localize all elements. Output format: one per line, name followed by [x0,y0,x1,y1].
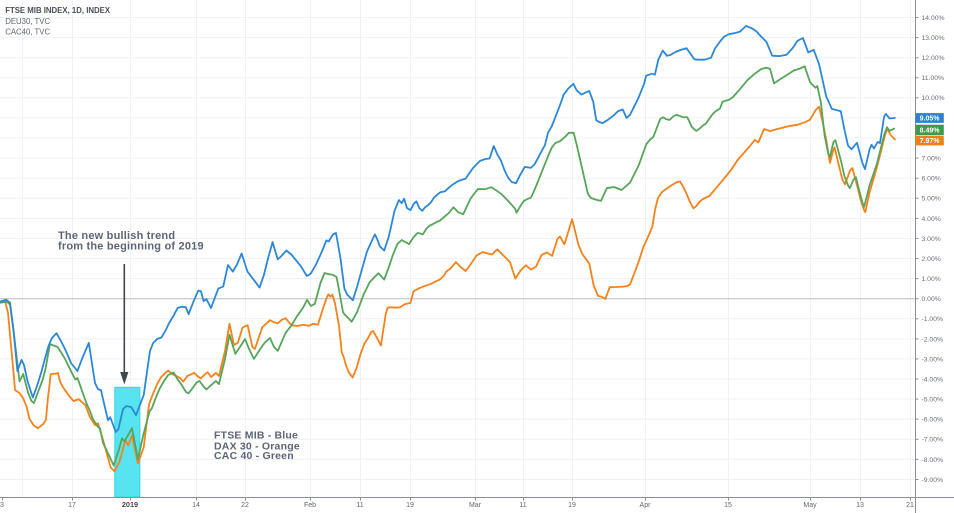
svg-text:15: 15 [724,502,732,509]
svg-text:1.00%: 1.00% [922,276,941,283]
svg-text:-5.00%: -5.00% [922,397,944,404]
svg-text:-6.00%: -6.00% [922,417,944,424]
svg-text:19: 19 [568,502,576,509]
svg-text:DEU30, TVC: DEU30, TVC [5,17,50,26]
svg-text:13.00%: 13.00% [922,35,945,42]
svg-text:DAX 30 - Orange: DAX 30 - Orange [214,440,300,452]
svg-text:14.00%: 14.00% [922,15,945,22]
svg-text:-8.00%: -8.00% [922,457,944,464]
svg-text:8.49%: 8.49% [920,128,941,135]
svg-text:CAC40, TVC: CAC40, TVC [5,27,50,36]
svg-text:May: May [803,502,817,509]
svg-text:from the beginning of 2019: from the beginning of 2019 [58,241,204,253]
svg-text:2.00%: 2.00% [922,256,941,263]
svg-text:CAC 40 - Green: CAC 40 - Green [214,450,294,462]
svg-text:14: 14 [192,502,200,509]
svg-text:11: 11 [356,502,363,509]
svg-text:-4.00%: -4.00% [922,376,944,383]
svg-text:10.00%: 10.00% [922,95,945,102]
svg-text:0.00%: 0.00% [922,296,941,303]
svg-text:FTSE MIB INDEX, 1D, INDEX: FTSE MIB INDEX, 1D, INDEX [5,6,111,15]
svg-text:22: 22 [241,502,249,509]
svg-text:7.97%: 7.97% [920,138,941,145]
svg-text:13: 13 [856,502,864,509]
svg-text:5.00%: 5.00% [922,196,941,203]
svg-text:7.00%: 7.00% [922,156,941,163]
svg-text:6.00%: 6.00% [922,176,941,183]
svg-text:17: 17 [68,502,76,509]
svg-text:FTSE MIB - Blue: FTSE MIB - Blue [214,429,298,441]
svg-text:3: 3 [0,502,4,509]
svg-text:19: 19 [406,502,414,509]
svg-text:Apr: Apr [640,502,652,509]
svg-text:-9.00%: -9.00% [922,477,944,484]
svg-text:-1.00%: -1.00% [922,316,944,323]
svg-text:-7.00%: -7.00% [922,437,944,444]
svg-text:The new bullish trend: The new bullish trend [58,230,175,242]
svg-text:-3.00%: -3.00% [922,356,944,363]
svg-text:9.05%: 9.05% [920,116,941,123]
svg-text:11.00%: 11.00% [922,75,945,82]
svg-text:21: 21 [906,502,914,509]
svg-text:12.00%: 12.00% [922,55,945,62]
svg-text:Feb: Feb [304,502,316,509]
svg-text:3.00%: 3.00% [922,236,941,243]
svg-text:4.00%: 4.00% [922,216,941,223]
svg-text:-2.00%: -2.00% [922,336,944,343]
svg-text:2019: 2019 [122,500,138,509]
svg-text:11: 11 [519,502,526,509]
svg-text:Mar: Mar [469,502,482,509]
